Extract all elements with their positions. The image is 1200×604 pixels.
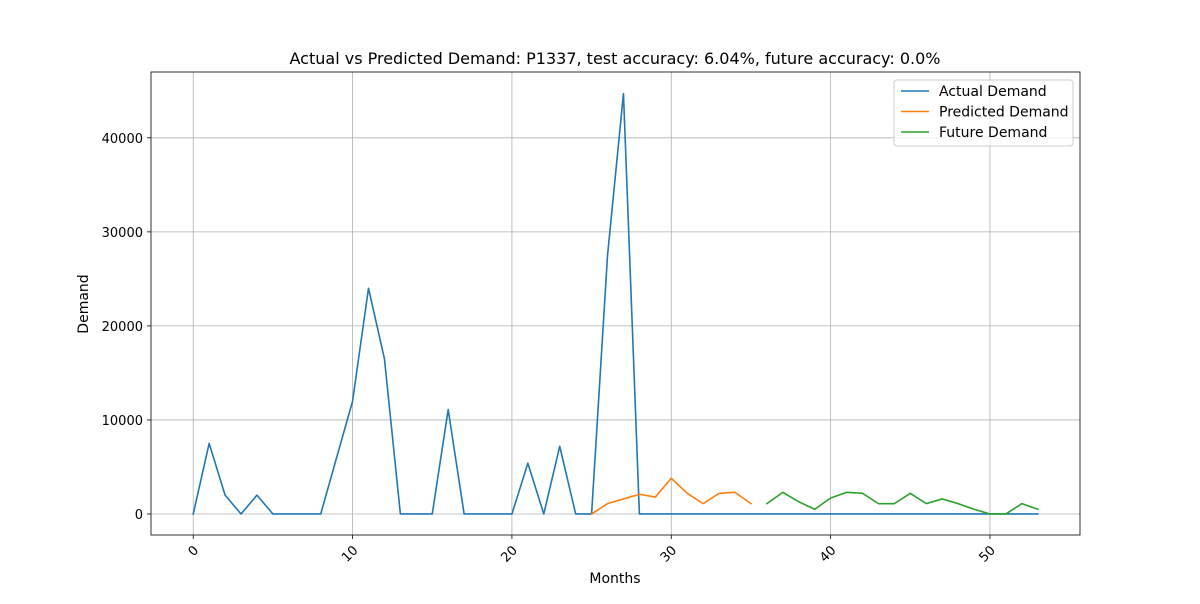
legend-box <box>893 79 1074 147</box>
x-axis-label: Months <box>589 571 640 587</box>
y-tick-label: 20000 <box>102 320 143 335</box>
series-line-future-demand <box>765 491 1039 515</box>
legend-entry: Future Demand <box>939 125 1047 141</box>
chart-title: Actual vs Predicted Demand: P1337, test … <box>290 49 941 68</box>
series-layer <box>192 92 1039 516</box>
legend: Actual Demand Predicted Demand Future Dema… <box>893 79 1074 147</box>
y-tick-label: 30000 <box>102 226 143 241</box>
series-line-predicted-demand <box>590 477 753 516</box>
y-tick-label: 10000 <box>102 414 143 429</box>
y-axis: 0 10000 20000 30000 40000 <box>102 132 151 523</box>
y-tick-label: 40000 <box>102 132 143 147</box>
y-tick-label: 0 <box>135 508 143 523</box>
legend-entry: Predicted Demand <box>939 105 1069 121</box>
series-line-actual-demand <box>192 92 1039 515</box>
axes-frame <box>150 71 1081 536</box>
legend-entry: Actual Demand <box>939 84 1047 100</box>
y-axis-label: Demand <box>76 274 92 333</box>
